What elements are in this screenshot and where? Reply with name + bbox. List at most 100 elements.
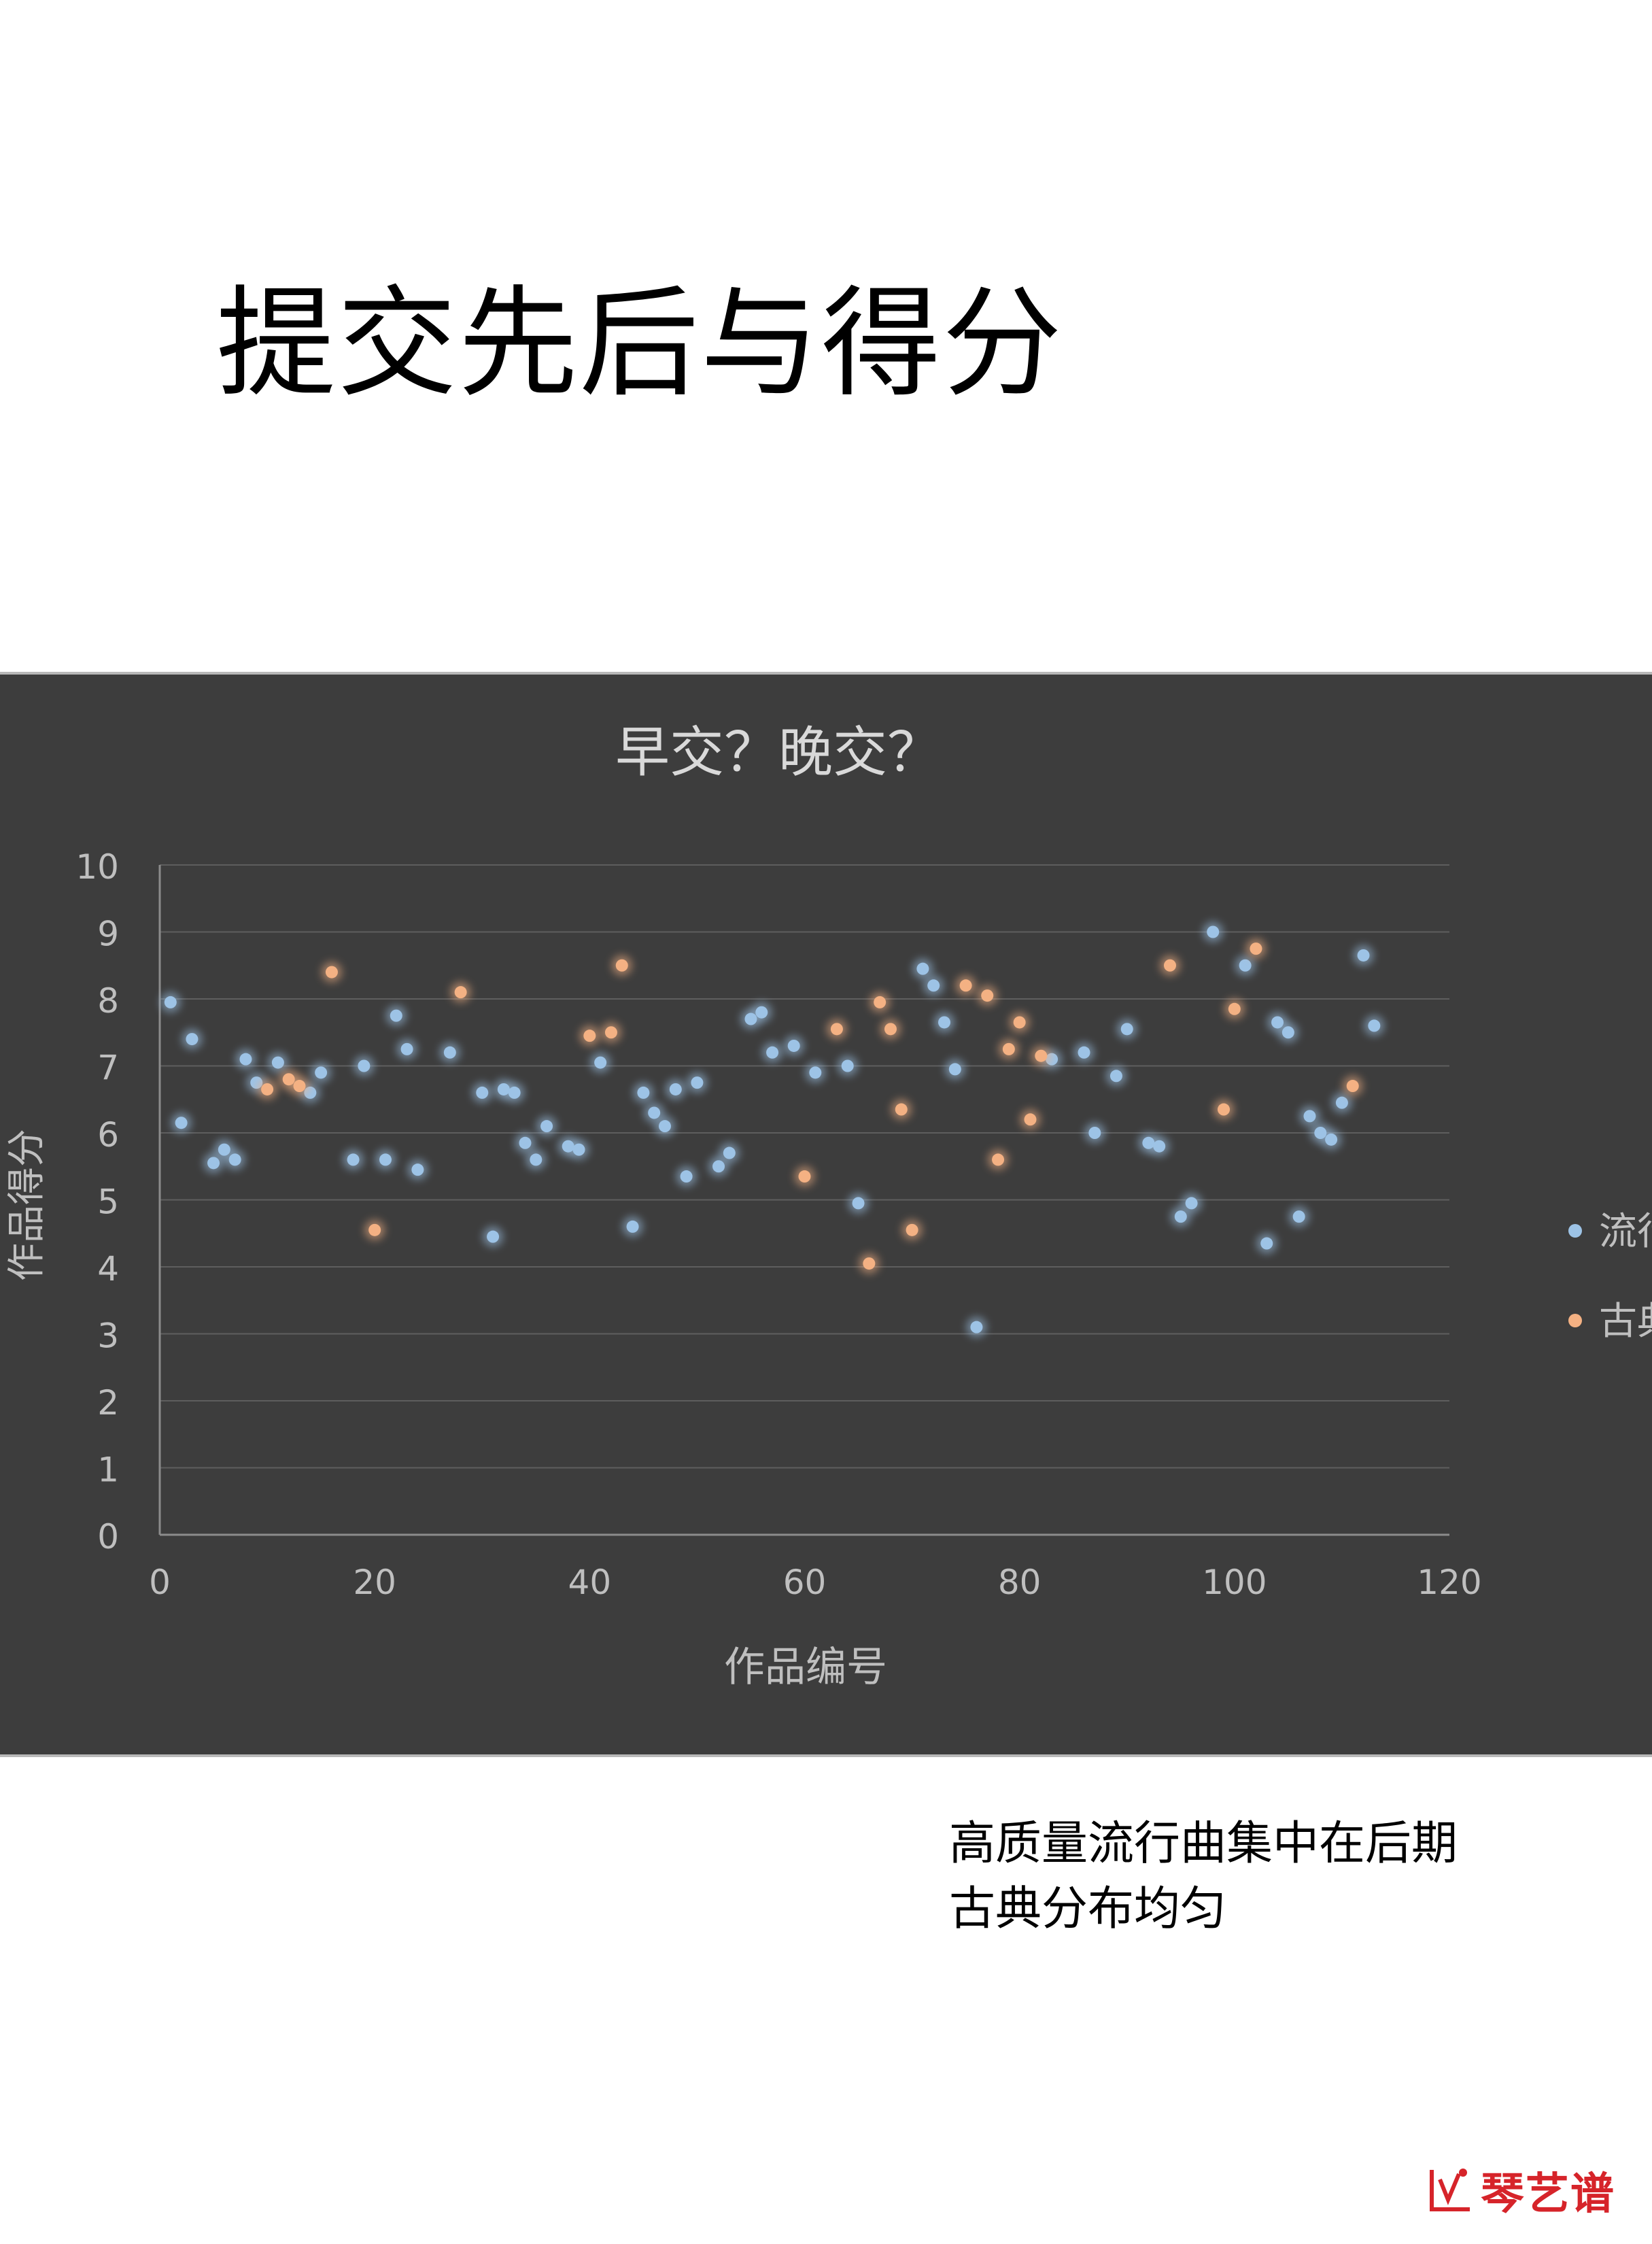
scatter-chart-panel: 早交？晚交？ 0 1 2 3 4 5 6 7 8 9 10 0 20 40 60 80 100 120 作品编号 …	[0, 672, 1652, 1757]
data-point	[400, 1042, 413, 1055]
data-point	[530, 1153, 543, 1166]
caption-line-2: 古典分布均匀	[949, 1882, 1227, 1936]
data-point	[379, 1153, 392, 1166]
data-point	[1250, 942, 1262, 955]
series-1	[160, 921, 1385, 1338]
data-point	[540, 1120, 553, 1133]
data-point	[916, 962, 929, 975]
x-tick-label: 80	[998, 1563, 1042, 1602]
y-tick-label: 0	[97, 1517, 119, 1557]
data-point	[669, 1083, 682, 1095]
data-point	[239, 1053, 252, 1066]
data-point	[658, 1120, 671, 1133]
data-point	[755, 1006, 768, 1019]
data-point	[1109, 1070, 1122, 1083]
data-point	[1174, 1210, 1187, 1223]
data-point	[712, 1160, 725, 1173]
data-point	[1013, 1016, 1026, 1029]
legend-label: 流行	[1599, 1210, 1652, 1254]
logo-icon	[1430, 2169, 1470, 2211]
data-point	[1228, 1002, 1241, 1015]
brand-logo: 琴艺谱	[1428, 2159, 1615, 2222]
data-point	[1207, 925, 1220, 938]
data-point	[519, 1136, 532, 1149]
data-point	[723, 1146, 736, 1159]
caption-line-1: 高质量流行曲集中在后期	[949, 1817, 1458, 1871]
data-point	[487, 1230, 500, 1243]
data-point	[1120, 1023, 1133, 1036]
x-axis-label: 作品编号	[724, 1644, 887, 1691]
legend-marker	[1568, 1224, 1582, 1238]
slide-title: 提交先后与得分	[216, 274, 1064, 413]
data-point	[1260, 1237, 1273, 1250]
data-point	[680, 1170, 693, 1183]
data-point	[895, 1103, 908, 1116]
x-tick-label: 40	[568, 1563, 612, 1602]
data-point	[637, 1086, 650, 1099]
data-point	[218, 1143, 230, 1156]
data-point	[648, 1106, 661, 1119]
data-point	[207, 1157, 220, 1170]
data-point	[884, 1023, 897, 1036]
y-tick-label: 8	[97, 981, 119, 1021]
data-point	[992, 1153, 1005, 1166]
data-point	[572, 1143, 585, 1156]
data-point	[981, 989, 994, 1002]
data-point	[874, 996, 887, 1008]
data-point	[368, 1223, 381, 1236]
y-tick-label: 1	[97, 1450, 119, 1490]
data-point	[228, 1153, 241, 1166]
data-point	[476, 1086, 489, 1099]
y-axis-label: 作品得分	[5, 1129, 49, 1281]
data-point	[1153, 1140, 1166, 1153]
data-point	[798, 1170, 811, 1183]
data-point	[1218, 1103, 1231, 1116]
data-point	[1335, 1096, 1348, 1109]
data-point	[390, 1009, 402, 1022]
data-point	[927, 979, 940, 992]
data-point	[347, 1153, 360, 1166]
data-point	[766, 1046, 779, 1059]
chart-points	[160, 921, 1385, 1338]
data-point	[1325, 1133, 1338, 1146]
data-point	[906, 1223, 918, 1236]
data-point	[594, 1056, 607, 1069]
x-tick-label: 0	[149, 1563, 171, 1602]
x-tick-label: 60	[783, 1563, 827, 1602]
y-tick-label: 6	[97, 1115, 119, 1155]
data-point	[1281, 1026, 1294, 1039]
data-point	[1185, 1197, 1198, 1210]
data-point	[271, 1056, 284, 1069]
data-point	[325, 966, 338, 979]
data-point	[1078, 1046, 1090, 1059]
data-point	[604, 1026, 617, 1039]
y-tick-label: 3	[97, 1316, 119, 1356]
data-point	[1163, 959, 1176, 972]
data-point	[358, 1059, 371, 1072]
data-point	[1024, 1113, 1037, 1126]
data-point	[691, 1076, 704, 1089]
data-point	[186, 1033, 199, 1046]
y-tick-label: 9	[97, 915, 119, 954]
data-point	[615, 959, 628, 972]
data-point	[863, 1257, 876, 1270]
data-point	[970, 1321, 983, 1333]
data-point	[411, 1163, 424, 1176]
brand-name: 琴艺谱	[1481, 2169, 1615, 2220]
chart-gridlines	[158, 864, 1449, 1536]
data-point	[830, 1023, 843, 1036]
y-tick-label: 5	[97, 1183, 119, 1222]
data-point	[1239, 959, 1252, 972]
data-point	[1088, 1127, 1101, 1139]
data-point	[787, 1039, 800, 1052]
series-2	[257, 938, 1363, 1274]
data-point	[1357, 949, 1370, 962]
legend-marker	[1568, 1314, 1582, 1327]
data-point	[1271, 1016, 1284, 1029]
y-tick-label: 4	[97, 1249, 119, 1289]
data-point	[948, 1063, 961, 1076]
y-tick-label: 7	[97, 1049, 119, 1088]
data-point	[1292, 1210, 1305, 1223]
